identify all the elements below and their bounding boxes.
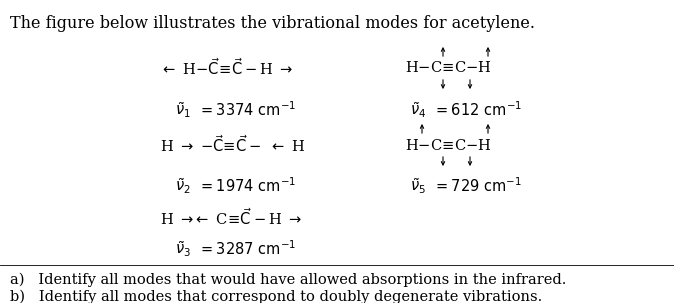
Text: $= 3287\ \mathrm{cm}^{-1}$: $= 3287\ \mathrm{cm}^{-1}$: [198, 240, 297, 258]
Text: H $\rightarrow$ $-\vec{\mathrm{C}}\!\equiv\!\vec{\mathrm{C}}-$ $\leftarrow$ H: H $\rightarrow$ $-\vec{\mathrm{C}}\!\equ…: [160, 135, 305, 155]
Text: $= 3374\ \mathrm{cm}^{-1}$: $= 3374\ \mathrm{cm}^{-1}$: [198, 101, 297, 119]
Text: $\tilde{\nu}_1$: $\tilde{\nu}_1$: [175, 100, 191, 120]
Text: H$-$C$\!\equiv\!$C$-$H: H$-$C$\!\equiv\!$C$-$H: [405, 61, 492, 75]
Text: $\tilde{\nu}_4$: $\tilde{\nu}_4$: [410, 100, 426, 120]
Text: H$-$C$\!\equiv\!$C$-$H: H$-$C$\!\equiv\!$C$-$H: [405, 138, 492, 152]
Text: $\tilde{\nu}_5$: $\tilde{\nu}_5$: [410, 176, 426, 196]
Text: The figure below illustrates the vibrational modes for acetylene.: The figure below illustrates the vibrati…: [10, 15, 535, 32]
Text: $= 612\ \mathrm{cm}^{-1}$: $= 612\ \mathrm{cm}^{-1}$: [433, 101, 522, 119]
Text: H $\rightarrow\!\leftarrow$ C$\!\equiv\!\vec{\mathrm{C}}-$H $\rightarrow$: H $\rightarrow\!\leftarrow$ C$\!\equiv\!…: [160, 208, 302, 228]
Text: $= 729\ \mathrm{cm}^{-1}$: $= 729\ \mathrm{cm}^{-1}$: [433, 177, 522, 195]
Text: $\leftarrow$ H$-\vec{\mathrm{C}}\!\equiv\!\vec{\mathrm{C}}-$H $\rightarrow$: $\leftarrow$ H$-\vec{\mathrm{C}}\!\equiv…: [160, 58, 293, 78]
Text: a)   Identify all modes that would have allowed absorptions in the infrared.: a) Identify all modes that would have al…: [10, 273, 566, 287]
Text: $\tilde{\nu}_3$: $\tilde{\nu}_3$: [175, 239, 191, 259]
Text: b)   Identify all modes that correspond to doubly degenerate vibrations.: b) Identify all modes that correspond to…: [10, 290, 543, 303]
Text: $= 1974\ \mathrm{cm}^{-1}$: $= 1974\ \mathrm{cm}^{-1}$: [198, 177, 297, 195]
Text: $\tilde{\nu}_2$: $\tilde{\nu}_2$: [175, 176, 191, 196]
